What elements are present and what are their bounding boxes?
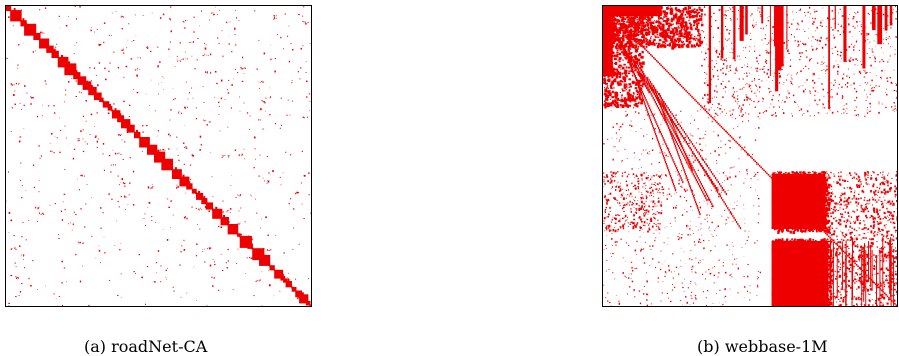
sparsity-pattern-roadnet-ca [6,6,311,306]
off-diagonal-entries [6,6,311,306]
streak-entries [603,6,897,306]
sparsity-plot-webbase-1m [602,5,898,307]
sparsity-pattern-webbase-1m [603,6,897,306]
caption-webbase-1m: (b) webbase-1M [697,337,828,356]
caption-roadnet-ca: (a) roadNet-CA [84,337,208,356]
dense-blocks [603,6,833,306]
sparsity-plot-roadnet-ca [5,5,312,307]
diagonal-blocks [6,6,311,306]
